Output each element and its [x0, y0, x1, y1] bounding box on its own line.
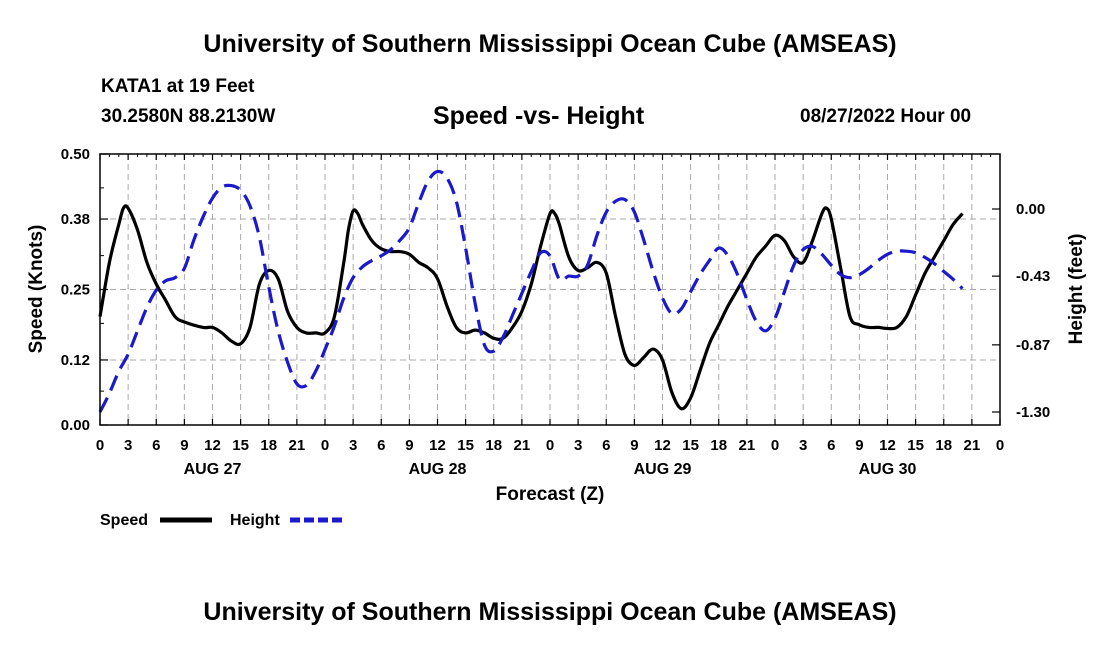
series-layer — [98, 169, 964, 413]
y2-tick-label: 0.00 — [1016, 201, 1045, 218]
y2-tick-label: -0.87 — [1016, 337, 1050, 354]
x-tick-label: 6 — [152, 437, 160, 454]
x-tick-label: 18 — [260, 437, 277, 454]
x-tick-label: 21 — [289, 437, 306, 454]
x-tick-label: 0 — [96, 437, 104, 454]
x-tick-label: 12 — [429, 437, 446, 454]
y-tick-label: 0.38 — [61, 211, 90, 228]
legend: Speed Height — [100, 512, 342, 529]
y2-tick-label: -1.30 — [1016, 404, 1050, 421]
x-tick-label: 9 — [855, 437, 863, 454]
legend-label-speed: Speed — [100, 512, 148, 529]
y2-axis-label: Height (feet) — [1066, 234, 1087, 345]
x-tick-label: 9 — [180, 437, 188, 454]
x-tick-label: 6 — [377, 437, 385, 454]
station-coordinates: 30.2580N 88.2130W — [101, 106, 276, 127]
x-tick-label: 6 — [602, 437, 610, 454]
station-label: KATA1 at 19 Feet — [101, 76, 255, 97]
y2-tick-label: -0.43 — [1016, 268, 1050, 285]
x-tick-label: 6 — [827, 437, 835, 454]
x-tick-label: 15 — [682, 437, 699, 454]
x-tick-label: 18 — [710, 437, 727, 454]
x-tick-label: 21 — [964, 437, 981, 454]
chart-subtitle: Speed -vs- Height — [433, 102, 645, 130]
y-tick-label: 0.00 — [61, 417, 90, 434]
x-tick-label: 15 — [232, 437, 249, 454]
x-tick-label: 12 — [879, 437, 896, 454]
day-label: AUG 29 — [634, 461, 692, 478]
speed-height-chart: 0 3 6 9 12 15 18 21 0 3 6 9 12 15 18 21 0 3 6 9 12 15 18 21 0 3 6 9… — [26, 146, 1087, 529]
day-label: AUG 27 — [184, 461, 242, 478]
x-tick-label: 21 — [514, 437, 531, 454]
x-tick-label: 0 — [321, 437, 329, 454]
x-tick-label: 0 — [546, 437, 554, 454]
y-tick-label: 0.50 — [61, 146, 90, 163]
day-label: AUG 30 — [859, 461, 917, 478]
x-axis-label: Forecast (Z) — [496, 484, 605, 505]
label-layer: 0 3 6 9 12 15 18 21 0 3 6 9 12 15 18 21 0 3 6 9 12 15 18 21 0 3 6 9… — [26, 146, 1087, 505]
x-tick-label: 21 — [739, 437, 756, 454]
x-tick-label: 3 — [349, 437, 357, 454]
legend-label-height: Height — [230, 512, 280, 529]
x-tick-label: 0 — [996, 437, 1004, 454]
y-tick-label: 0.25 — [61, 282, 90, 299]
x-tick-label: 18 — [485, 437, 502, 454]
x-tick-label: 12 — [204, 437, 221, 454]
x-tick-label: 15 — [907, 437, 924, 454]
x-tick-label: 9 — [630, 437, 638, 454]
series-line-speed — [98, 204, 964, 411]
x-tick-label: 9 — [405, 437, 413, 454]
grid-layer — [100, 154, 1000, 425]
x-tick-label: 3 — [799, 437, 807, 454]
forecast-datetime: 08/27/2022 Hour 00 — [800, 106, 972, 127]
day-label: AUG 28 — [409, 461, 467, 478]
x-tick-label: 18 — [935, 437, 952, 454]
x-tick-label: 12 — [654, 437, 671, 454]
y-tick-label: 0.12 — [61, 352, 90, 369]
x-tick-label: 15 — [457, 437, 474, 454]
footer-title: University of Southern Mississippi Ocean… — [203, 598, 897, 626]
series-line-height — [98, 169, 964, 413]
main-title: University of Southern Mississippi Ocean… — [203, 30, 897, 58]
y-axis-label: Speed (Knots) — [26, 225, 47, 354]
x-tick-label: 3 — [574, 437, 582, 454]
tick-layer — [99, 153, 1001, 426]
x-tick-label: 0 — [771, 437, 779, 454]
x-tick-label: 3 — [124, 437, 132, 454]
